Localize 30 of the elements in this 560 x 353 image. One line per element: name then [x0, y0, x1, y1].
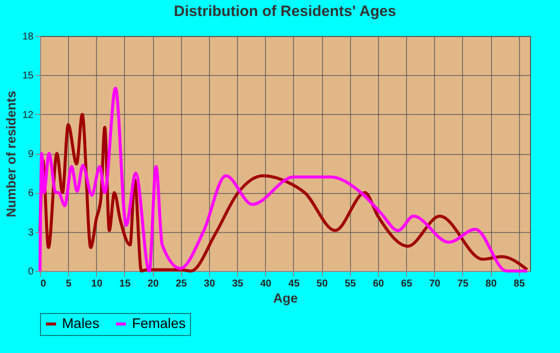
y-tick-label: 6: [28, 188, 34, 200]
x-tick-label: 30: [204, 278, 216, 290]
x-tick-label: 70: [429, 278, 441, 290]
x-axis-title: Age: [273, 290, 298, 306]
chart-title: Distribution of Residents' Ages: [174, 3, 396, 20]
x-tick-label: 45: [288, 278, 300, 290]
x-tick-label: 40: [260, 278, 272, 290]
x-tick-label: 55: [344, 278, 356, 290]
x-tick-label: 15: [119, 278, 131, 290]
y-tick-label: 9: [28, 149, 34, 160]
x-tick-label: 50: [316, 278, 328, 290]
y-tick-label: 18: [22, 32, 34, 42]
y-tick-label: 15: [22, 70, 34, 82]
x-tick-label: 35: [232, 278, 244, 290]
x-tick-label: 75: [457, 278, 469, 290]
y-tick-label: 12: [22, 110, 34, 121]
x-tick-label: 80: [486, 278, 498, 290]
x-tick-label: 60: [372, 278, 384, 290]
y-tick-label: 3: [28, 227, 34, 238]
legend-label: Females: [132, 315, 186, 331]
x-tick-label: 10: [91, 278, 103, 290]
x-tick-label: 0: [40, 278, 46, 290]
x-tick-label: 85: [514, 278, 526, 290]
x-tick-label: 65: [401, 278, 413, 290]
x-tick-label: 25: [176, 278, 188, 290]
y-tick-label: 0: [28, 266, 34, 278]
y-axis-title: Number of residents: [3, 90, 18, 218]
x-tick-label: 20: [148, 278, 160, 290]
x-tick-label: 5: [66, 278, 72, 290]
legend-label: Males: [62, 315, 100, 331]
